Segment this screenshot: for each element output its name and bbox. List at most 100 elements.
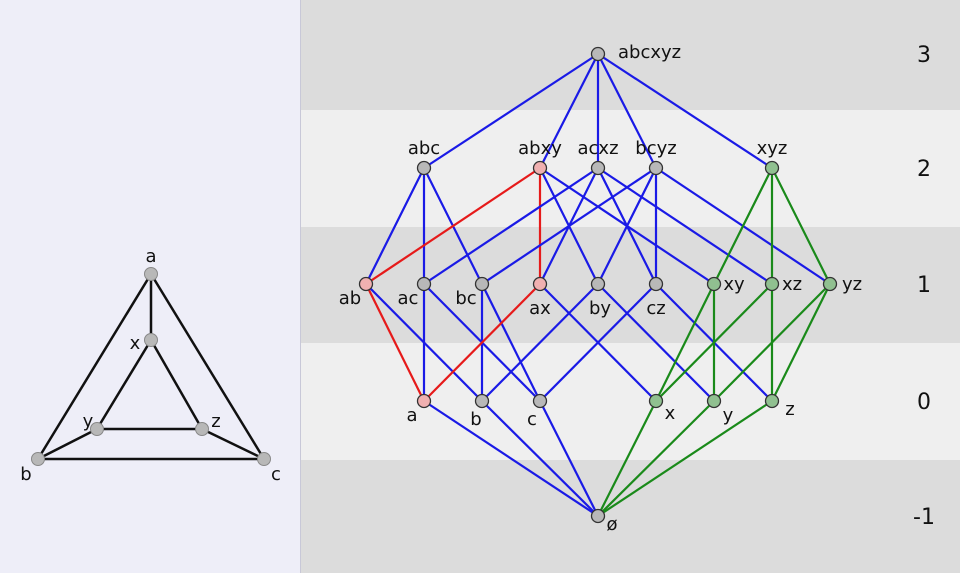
lattice-label-yz: yz (842, 274, 862, 295)
lattice-edge-ø-b (481, 400, 599, 517)
prism-label-c: c (271, 464, 281, 485)
level-label-2: 2 (917, 157, 931, 182)
lattice-label-abc: abc (408, 138, 440, 159)
lattice-edge-a-ax (423, 283, 541, 402)
lattice-label-ab: ab (339, 288, 361, 309)
prism-edge-xy (95, 339, 153, 430)
lattice-label-xy: xy (723, 274, 745, 295)
lattice-edge-xy-xyz (713, 167, 773, 285)
lattice-node-xyz (764, 160, 780, 176)
level-band-2 (301, 110, 960, 227)
lattice-node-ax (532, 276, 548, 292)
lattice-edge-xyz-abcxyz (597, 53, 773, 169)
level-label-0: 0 (917, 390, 931, 415)
prism-vertex-x (144, 333, 158, 347)
level-label--1: -1 (913, 505, 935, 530)
lattice-node-xz (764, 276, 780, 292)
lattice-label-xz: xz (782, 274, 802, 295)
lattice-node-y (706, 393, 722, 409)
lattice-edge-z-yz (771, 283, 831, 402)
prism-edge-xz (149, 339, 204, 430)
lattice-edge-x-xz (655, 283, 773, 402)
level-band-minus1 (301, 460, 960, 573)
prism-edge-cz (201, 427, 265, 461)
prism-vertex-z (195, 422, 209, 436)
prism-edge-ac (149, 273, 266, 460)
lattice-node-x (648, 393, 664, 409)
lattice-edge-abc-abcxyz (423, 53, 599, 169)
lattice-edge-x-xy (655, 283, 715, 402)
lattice-label-ax: ax (529, 298, 551, 319)
lattice-label-a: a (406, 405, 417, 426)
lattice-label-abxy: abxy (518, 138, 562, 159)
level-band-0 (301, 343, 960, 460)
lattice-label-b: b (470, 409, 481, 430)
lattice-edge-y-yz (713, 283, 831, 402)
lattice-label-by: by (589, 298, 611, 319)
lattice-node-by (590, 276, 606, 292)
lattice-node-yz (822, 276, 838, 292)
level-band-1 (301, 227, 960, 343)
lattice-node-ab (358, 276, 374, 292)
lattice-node-bcyz (648, 160, 664, 176)
lattice-edge-yz-xyz (771, 167, 831, 285)
lattice-node-z (764, 393, 780, 409)
lattice-node-a (416, 393, 432, 409)
prism-vertex-b (31, 452, 45, 466)
prism-edge-ab (36, 273, 153, 460)
lattice-edge-c-cz (539, 283, 657, 402)
lattice-node-abc (416, 160, 432, 176)
lattice-edge-ø-x (597, 400, 657, 517)
lattice-label-z: z (785, 399, 794, 420)
prism-vertex-c (257, 452, 271, 466)
lattice-label-acxz: acxz (577, 138, 618, 159)
lattice-node-cz (648, 276, 664, 292)
lattice-edge-a-ab (365, 283, 425, 402)
lattice-node-ac (416, 276, 432, 292)
prism-label-a: a (145, 246, 156, 267)
lattice-edge-ac-acxz (423, 167, 599, 285)
lattice-node-b (474, 393, 490, 409)
lattice-node-c (532, 393, 548, 409)
prism-vertex-a (144, 267, 158, 281)
lattice-edge-ab-abc (365, 167, 425, 285)
prism-label-y: y (83, 411, 94, 432)
lattice-edge-abxy-abcxyz (539, 53, 599, 169)
lattice-edge-ø-a (423, 400, 599, 517)
lattice-label-ø: ø (606, 514, 617, 535)
lattice-label-cz: cz (646, 298, 665, 319)
prism-vertex-y (90, 422, 104, 436)
lattice-label-y: y (723, 405, 734, 426)
lattice-edge-ø-y (597, 400, 715, 517)
level-band-3 (301, 0, 960, 110)
lattice-label-c: c (527, 409, 537, 430)
prism-edge-by (37, 427, 98, 461)
lattice-label-xyz: xyz (757, 138, 788, 159)
lattice-node-abcxyz (590, 46, 606, 62)
lattice-label-bc: bc (455, 288, 476, 309)
level-label-1: 1 (917, 273, 931, 298)
lattice-edges (365, 53, 831, 517)
prism-label-x: x (130, 333, 141, 354)
lattice-edge-ab-abxy (365, 167, 541, 285)
lattice-node-acxz (590, 160, 606, 176)
lattice-label-ac: ac (398, 288, 419, 309)
lattice-node-ø (590, 508, 606, 524)
lattice-node-bc (474, 276, 490, 292)
lattice-label-x: x (665, 403, 676, 424)
lattice-edge-b-by (481, 283, 599, 402)
level-label-3: 3 (917, 43, 931, 68)
lattice-label-abcxyz: abcxyz (618, 42, 681, 63)
lattice-edge-bcyz-abcxyz (597, 53, 657, 169)
lattice-edge-by-bcyz (597, 167, 657, 285)
lattice-label-bcyz: bcyz (635, 138, 676, 159)
lattice-node-abxy (532, 160, 548, 176)
lattice-node-xy (706, 276, 722, 292)
prism-label-z: z (211, 411, 220, 432)
lattice-edge-xz-acxz (597, 167, 773, 285)
lattice-edge-y-by (597, 283, 715, 402)
lattice-edge-ø-c (539, 400, 599, 517)
prism-label-b: b (20, 464, 31, 485)
lattice-edge-c-bc (481, 283, 541, 402)
